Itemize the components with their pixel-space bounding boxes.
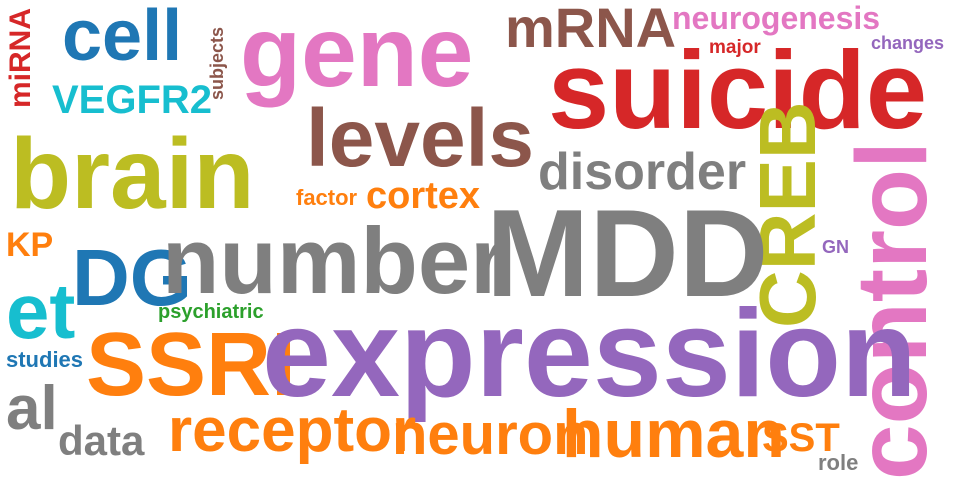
word-gene: gene — [240, 0, 474, 108]
word-changes: changes — [871, 33, 945, 53]
word-mdd: MDD — [486, 185, 769, 323]
word-sst: SST — [762, 416, 840, 460]
word-vegfr2: VEGFR2 — [52, 78, 213, 122]
word-dg: DG — [72, 233, 192, 322]
word-role: role — [818, 450, 859, 475]
word-psychiatric: psychiatric — [158, 301, 264, 323]
word-human: human — [562, 396, 785, 472]
word-mrna: mRNA — [505, 0, 677, 59]
word-major: major — [709, 37, 761, 58]
word-studies: studies — [6, 347, 84, 372]
word-gn: GN — [822, 237, 849, 257]
word-factor: factor — [296, 185, 358, 210]
word-ssri: SSRI — [86, 315, 297, 415]
word-suicide: suicide — [548, 29, 928, 152]
word-number: number — [162, 208, 507, 313]
word-disorder: disorder — [538, 143, 747, 201]
word-brain: brain — [10, 118, 255, 230]
word-et: et — [6, 267, 76, 355]
word-neuron: neuron — [392, 402, 589, 467]
word-al: al — [6, 374, 58, 443]
word-cell: cell — [62, 0, 183, 76]
word-cortex: cortex — [366, 175, 481, 217]
word-receptor: receptor — [168, 396, 417, 465]
word-kp: KP — [6, 226, 54, 264]
word-data: data — [58, 417, 145, 464]
word-mirna: miRNA — [4, 7, 37, 108]
word-expression: expression — [262, 285, 917, 423]
word-levels: levels — [306, 93, 534, 184]
word-neurogenesis: neurogenesis — [672, 0, 881, 36]
